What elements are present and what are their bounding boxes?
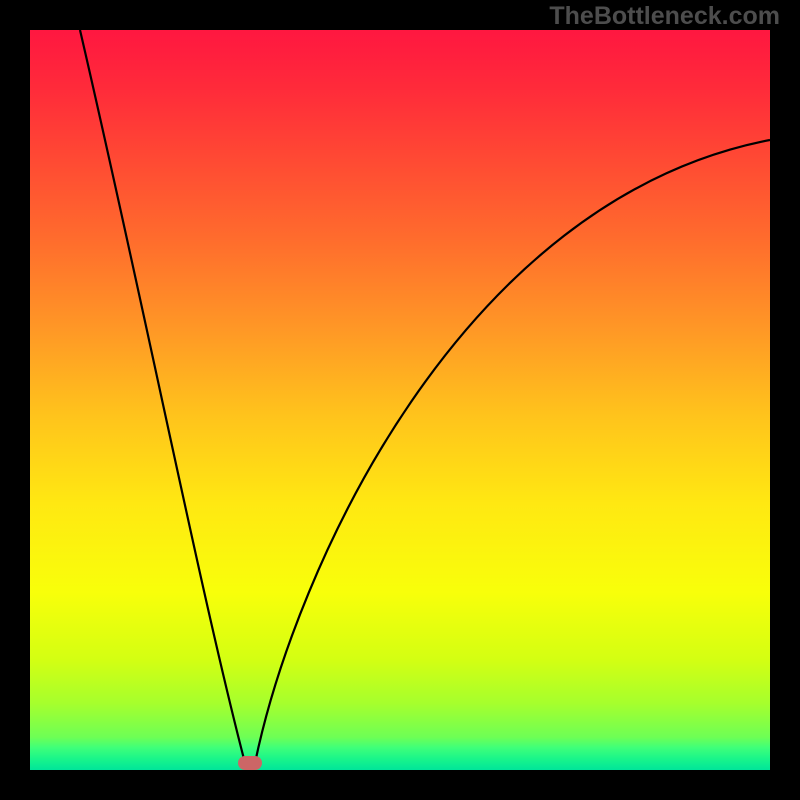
gradient-background xyxy=(30,30,770,770)
optimum-marker xyxy=(238,756,262,770)
bottleneck-chart xyxy=(30,30,770,770)
chart-frame: TheBottleneck.com xyxy=(0,0,800,800)
plot-area xyxy=(30,30,770,770)
watermark-text: TheBottleneck.com xyxy=(549,2,780,31)
